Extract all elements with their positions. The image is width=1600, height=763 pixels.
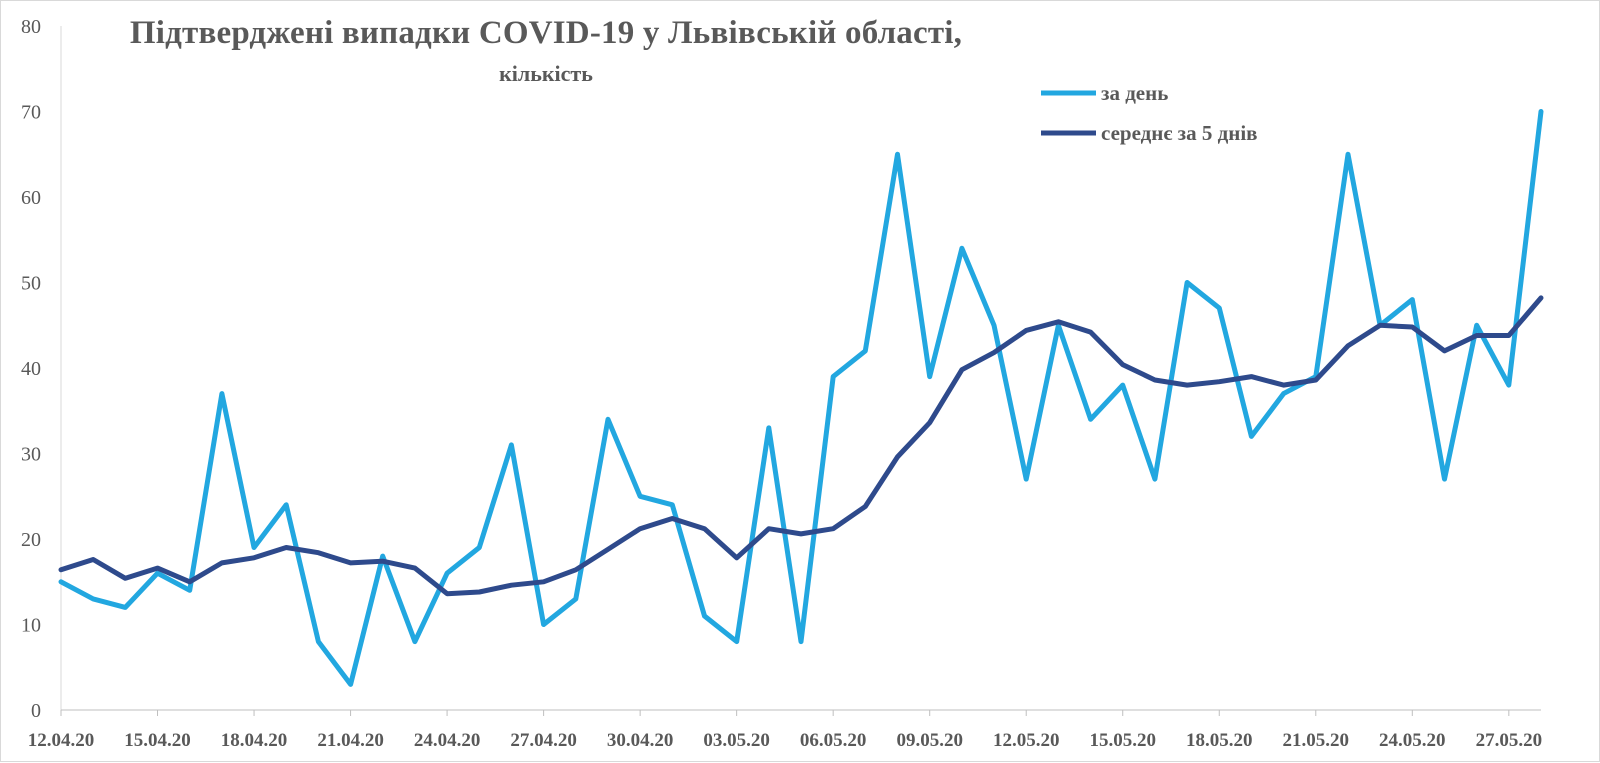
x-tick-label: 27.04.20 [510,730,577,751]
legend-label-2: середнє за 5 днів [1101,121,1258,145]
x-tick-label: 18.05.20 [1186,730,1253,751]
y-tick-label: 60 [21,187,41,209]
x-tick-label: 27.05.20 [1476,730,1543,751]
x-tick-label: 15.04.20 [124,730,191,751]
x-tick-label: 24.04.20 [414,730,481,751]
chart-title: Підтверджені випадки COVID-19 у Львівськ… [129,15,963,51]
y-tick-label: 80 [21,16,41,38]
y-tick-label: 10 [21,615,41,637]
x-tick-label: 21.05.20 [1283,730,1350,751]
chart-subtitle: кількість [499,61,593,86]
series-line-1 [58,109,1544,687]
y-tick-label: 20 [21,529,41,551]
x-tick-label: 03.05.20 [703,730,770,751]
y-tick-label: 50 [21,273,41,295]
y-tick-label: 0 [31,700,41,722]
x-tick-label: 21.04.20 [317,730,384,751]
y-tick-label: 40 [21,358,41,380]
y-tick-label: 30 [21,444,41,466]
x-tick-label: 24.05.20 [1379,730,1446,751]
x-tick-label: 30.04.20 [607,730,674,751]
x-tick-label: 12.04.20 [28,730,95,751]
x-tick-label: 15.05.20 [1089,730,1156,751]
legend-label-1: за день [1101,81,1168,105]
x-tick-label: 06.05.20 [800,730,867,751]
x-tick-label: 12.05.20 [993,730,1060,751]
x-tick-label: 09.05.20 [896,730,963,751]
series-line-2 [58,295,1544,597]
x-tick-label: 18.04.20 [221,730,288,751]
y-tick-label: 70 [21,102,41,124]
